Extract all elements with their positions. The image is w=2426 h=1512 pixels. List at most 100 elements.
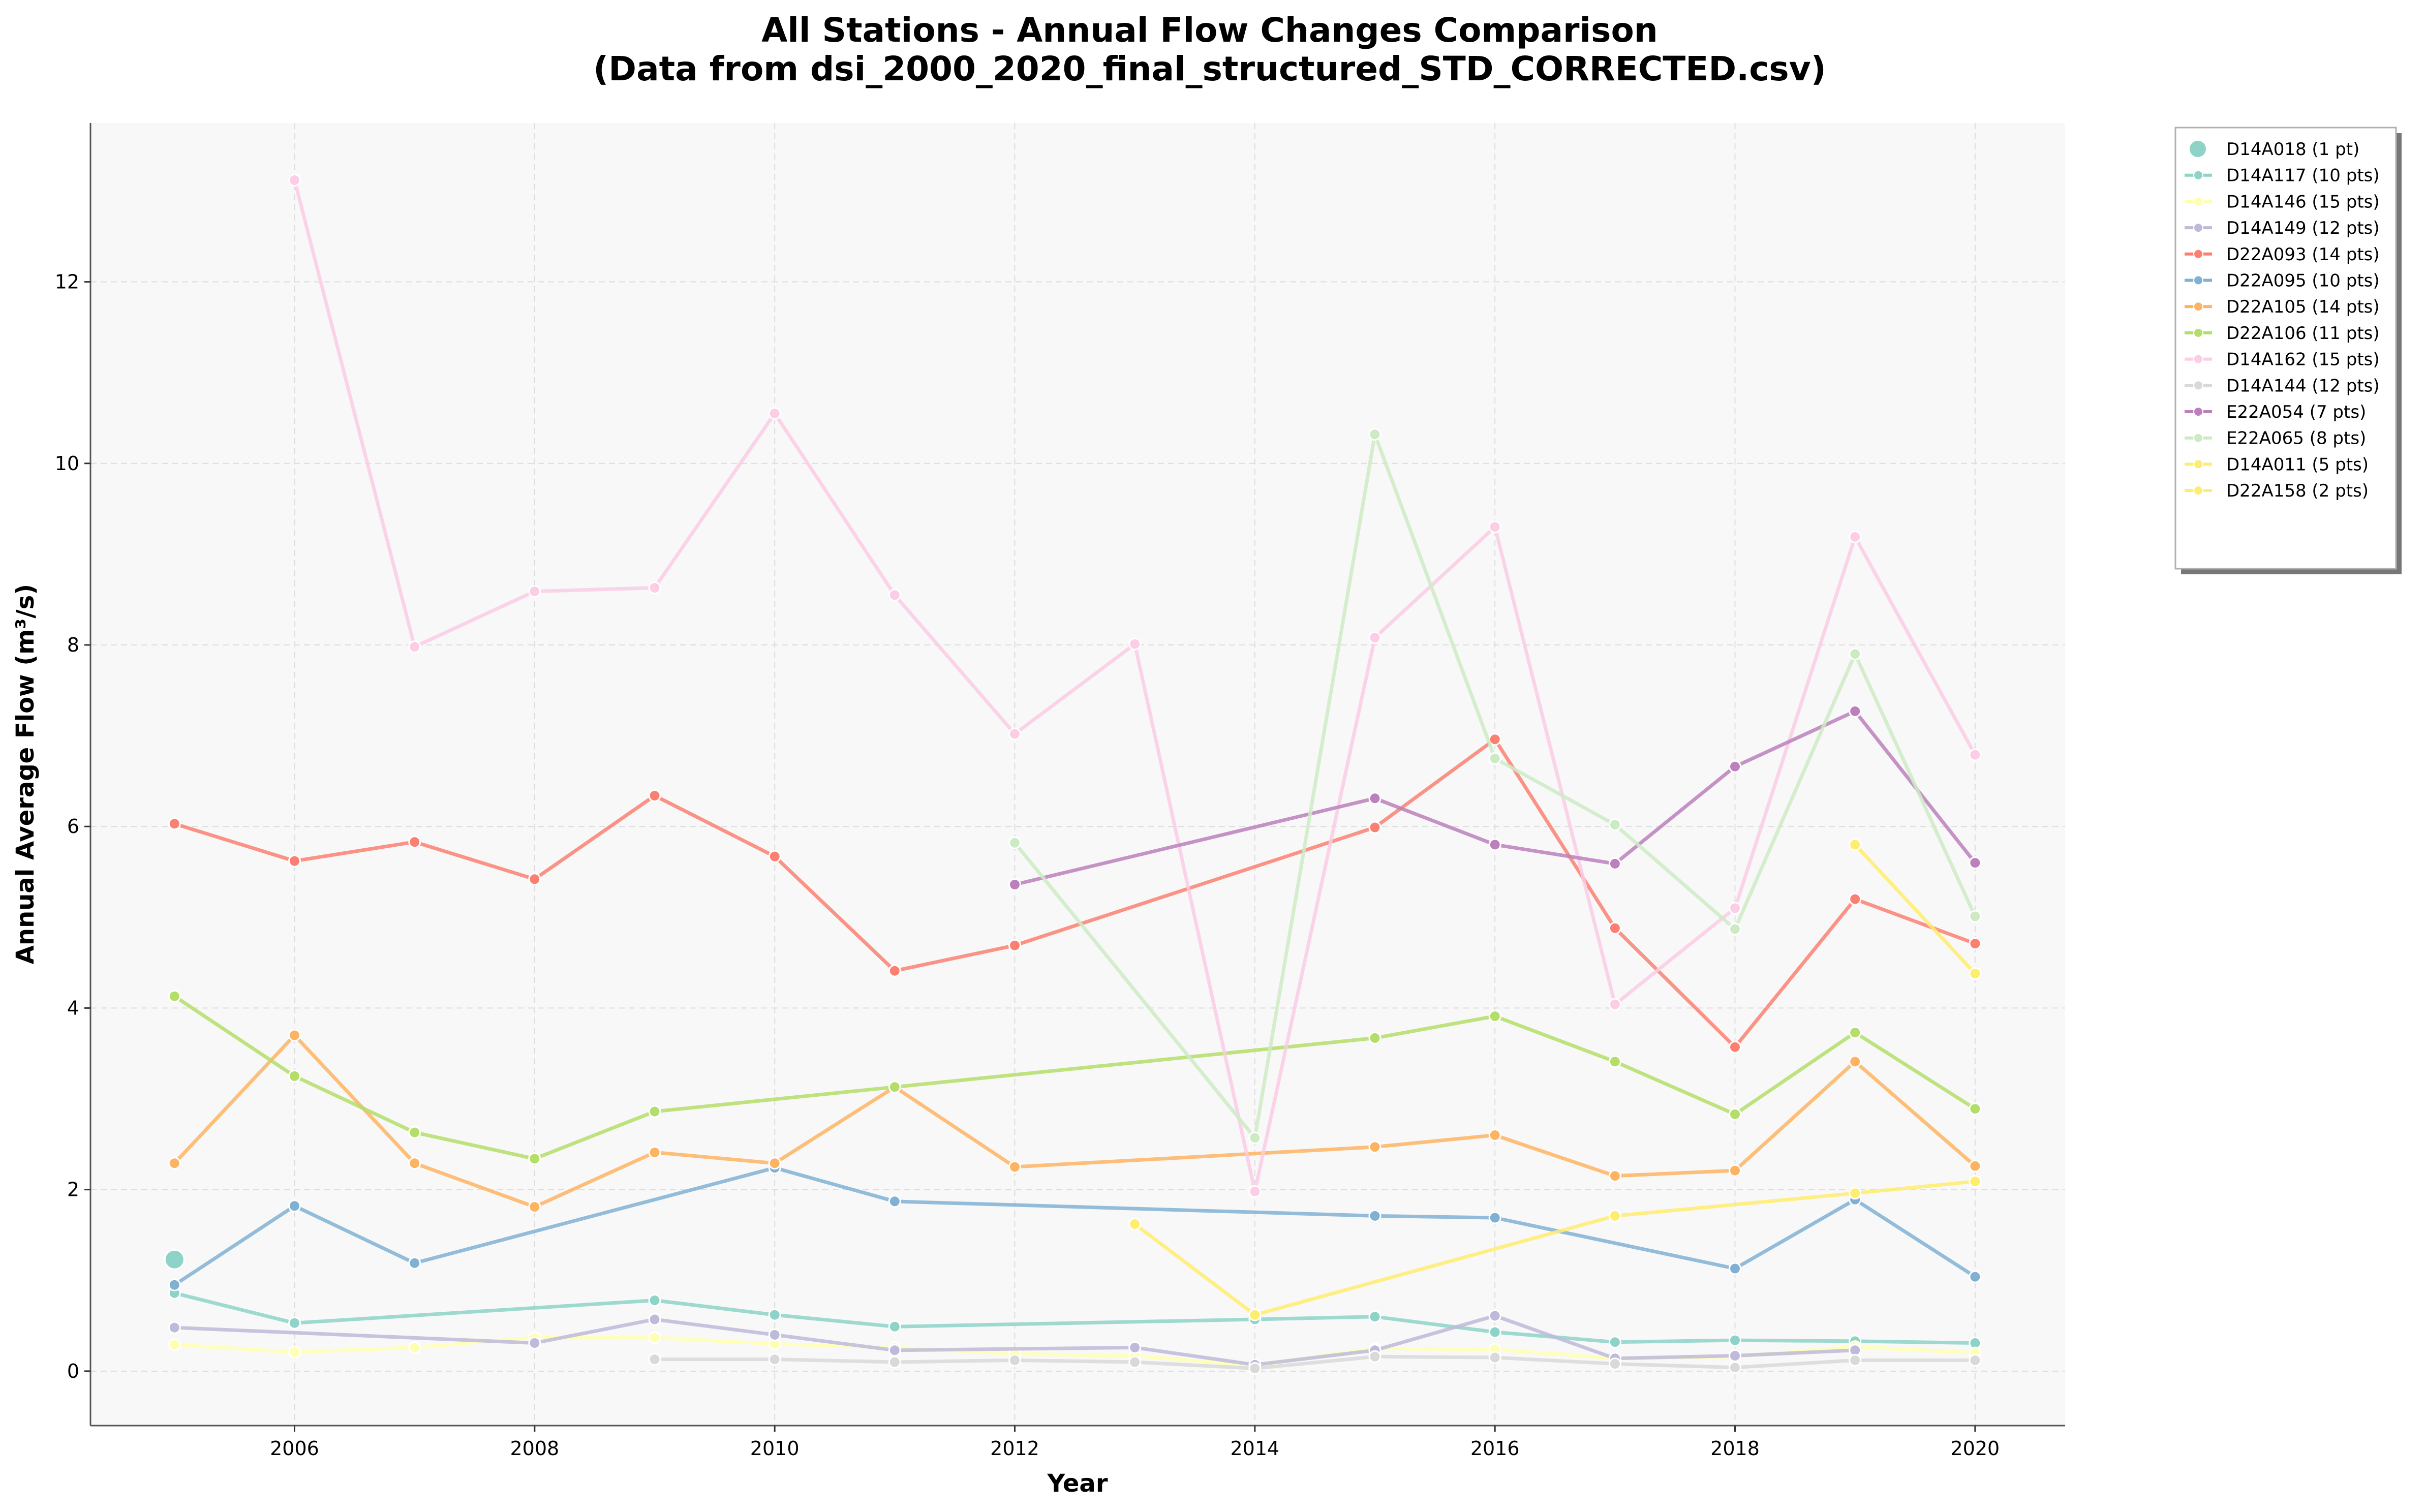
legend-entry: E22A065 (8 pts) (2185, 428, 2366, 449)
legend-label: D22A158 (2 pts) (2226, 481, 2369, 501)
data-point (1248, 1185, 1262, 1198)
x-tick-label: 2012 (990, 1437, 1039, 1460)
legend-marker (2193, 223, 2203, 233)
data-point (1488, 1325, 1501, 1339)
data-point (1849, 838, 1862, 851)
data-point (648, 581, 661, 594)
data-point (528, 585, 541, 598)
legend-entry: D14A144 (12 pts) (2185, 376, 2380, 396)
series-e22a065 (1008, 428, 1982, 1145)
series-d22a106 (168, 990, 1982, 1165)
data-point (1368, 1140, 1381, 1154)
data-point (648, 1353, 661, 1366)
series-d14a144 (648, 1350, 1982, 1375)
data-point (1849, 1353, 1862, 1367)
data-point (1488, 752, 1501, 765)
data-point (408, 836, 421, 849)
y-tick-label: 10 (55, 452, 79, 475)
grid-lines (90, 123, 2065, 1426)
data-point (1248, 1308, 1262, 1321)
x-tick-label: 2018 (1710, 1437, 1760, 1460)
legend-marker (2193, 354, 2203, 364)
legend-label: D14A011 (5 pts) (2226, 454, 2369, 475)
data-point (1849, 1026, 1862, 1039)
data-point (164, 1249, 185, 1270)
data-point (1969, 1353, 1982, 1367)
data-point (768, 1308, 781, 1321)
data-point (1969, 937, 1982, 950)
data-point (1969, 910, 1982, 923)
x-tick-label: 2020 (1951, 1437, 2000, 1460)
data-point (1128, 1341, 1142, 1354)
data-point (1008, 939, 1021, 952)
data-point (168, 1321, 181, 1334)
data-point (1368, 428, 1381, 441)
x-ticks: 2006 2008 2010 2012 2014 2016 2018 2020 (270, 1426, 2000, 1460)
series-d22a093 (168, 733, 1982, 1054)
data-point (1368, 1209, 1381, 1222)
series-line (1853, 843, 1977, 975)
legend-label: D14A018 (1 pt) (2226, 139, 2359, 160)
data-point (1608, 1357, 1621, 1370)
data-point (1008, 1353, 1021, 1367)
y-tick-label: 12 (55, 271, 79, 293)
series-line (1013, 433, 1977, 1140)
data-point (888, 964, 901, 977)
data-point (888, 1081, 901, 1094)
legend-label: D22A105 (14 pts) (2226, 297, 2380, 317)
data-point (1969, 1159, 1982, 1172)
data-point (1128, 1355, 1142, 1369)
data-point (768, 1328, 781, 1341)
plot-area (90, 123, 2065, 1426)
data-point (648, 1105, 661, 1118)
x-tick-label: 2006 (270, 1437, 319, 1460)
legend-label: D14A146 (15 pts) (2226, 192, 2380, 212)
data-point (1729, 1107, 1741, 1121)
legend-marker (2193, 380, 2203, 391)
data-point (1729, 1040, 1741, 1054)
data-point (1729, 1349, 1741, 1362)
data-point (1008, 836, 1021, 849)
data-point (888, 1320, 901, 1333)
data-point (1488, 1309, 1501, 1322)
data-point (1008, 1160, 1021, 1174)
data-point (768, 1353, 781, 1366)
data-point (648, 1294, 661, 1307)
legend-marker (2193, 433, 2203, 443)
x-tick-label: 2014 (1230, 1437, 1279, 1460)
legend-label: D14A117 (10 pts) (2226, 166, 2380, 186)
data-point (1488, 1211, 1501, 1224)
legend-entry: D14A011 (5 pts) (2185, 454, 2369, 475)
legend-marker (2193, 170, 2203, 180)
data-point (288, 1345, 301, 1359)
legend-entry: E22A054 (7 pts) (2185, 402, 2366, 422)
series-layer (164, 174, 1982, 1375)
data-point (1368, 631, 1381, 644)
data-point (1488, 1129, 1501, 1141)
data-point (1368, 792, 1381, 805)
data-point (168, 1338, 181, 1351)
data-point (1969, 967, 1982, 980)
legend-marker (2193, 327, 2203, 338)
legend-box (2174, 127, 2397, 570)
data-point (1729, 760, 1741, 773)
data-point (1969, 1270, 1982, 1283)
legend-label: D14A149 (12 pts) (2226, 218, 2380, 238)
data-point (528, 1200, 541, 1214)
data-point (408, 1256, 421, 1270)
legend-entry: D14A162 (15 pts) (2185, 350, 2380, 370)
data-point (1368, 1031, 1381, 1044)
data-point (648, 1313, 661, 1326)
data-point (1368, 1350, 1381, 1363)
legend-label: D14A162 (15 pts) (2226, 350, 2380, 370)
legend-entry: D22A095 (10 pts) (2185, 271, 2380, 291)
data-point (168, 817, 181, 830)
series-line (653, 1354, 1977, 1370)
data-point (408, 1126, 421, 1139)
legend-entry: D22A158 (2 pts) (2185, 481, 2369, 501)
data-point (1849, 892, 1862, 906)
data-point (528, 873, 541, 886)
series-line (172, 1033, 1977, 1209)
data-point (1608, 857, 1621, 870)
